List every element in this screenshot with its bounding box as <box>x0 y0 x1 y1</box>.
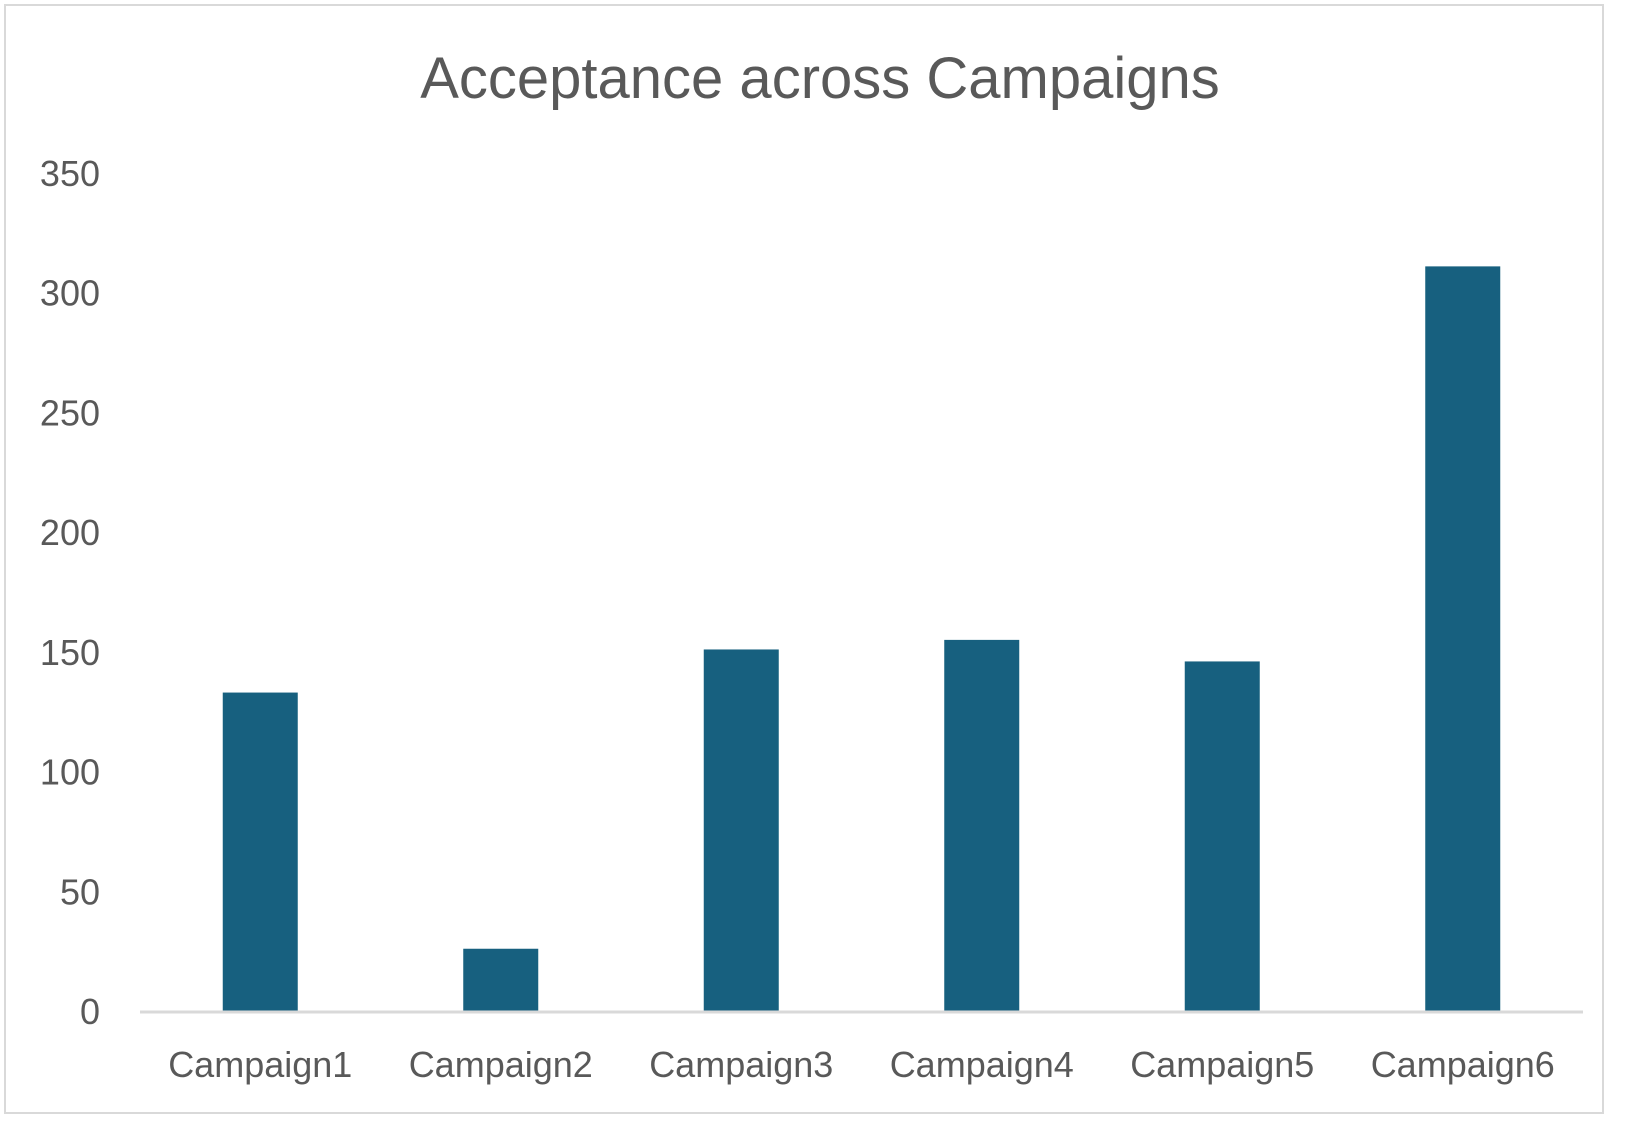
y-tick-label: 100 <box>40 752 100 793</box>
y-tick-label: 0 <box>80 991 100 1032</box>
bar-campaign6 <box>1425 266 1501 1011</box>
y-tick-label: 300 <box>40 273 100 314</box>
bar-campaign1 <box>222 692 298 1011</box>
x-tick-label: Campaign4 <box>890 1044 1074 1085</box>
x-tick-label: Campaign3 <box>649 1044 833 1085</box>
y-tick-label: 150 <box>40 632 100 673</box>
bar-campaign5 <box>1184 661 1260 1011</box>
x-axis-ticks: Campaign1 Campaign2 Campaign3 Campaign4 Camp… <box>168 1044 1555 1085</box>
y-tick-label: 50 <box>60 871 100 912</box>
y-tick-label: 250 <box>40 392 100 433</box>
y-axis-ticks: 0 50 100 150 200 250 300 350 <box>40 153 100 1032</box>
bar-campaign4 <box>944 639 1020 1011</box>
chart-title: Acceptance across Campaigns <box>420 46 1220 111</box>
y-tick-label: 350 <box>40 153 100 194</box>
x-tick-label: Campaign5 <box>1130 1044 1314 1085</box>
x-tick-label: Campaign2 <box>409 1044 593 1085</box>
bar-campaign3 <box>703 649 779 1011</box>
x-tick-label: Campaign6 <box>1371 1044 1555 1085</box>
x-tick-label: Campaign1 <box>168 1044 352 1085</box>
y-tick-label: 200 <box>40 512 100 553</box>
bars-group <box>222 266 1501 1011</box>
bar-campaign2 <box>463 948 539 1011</box>
